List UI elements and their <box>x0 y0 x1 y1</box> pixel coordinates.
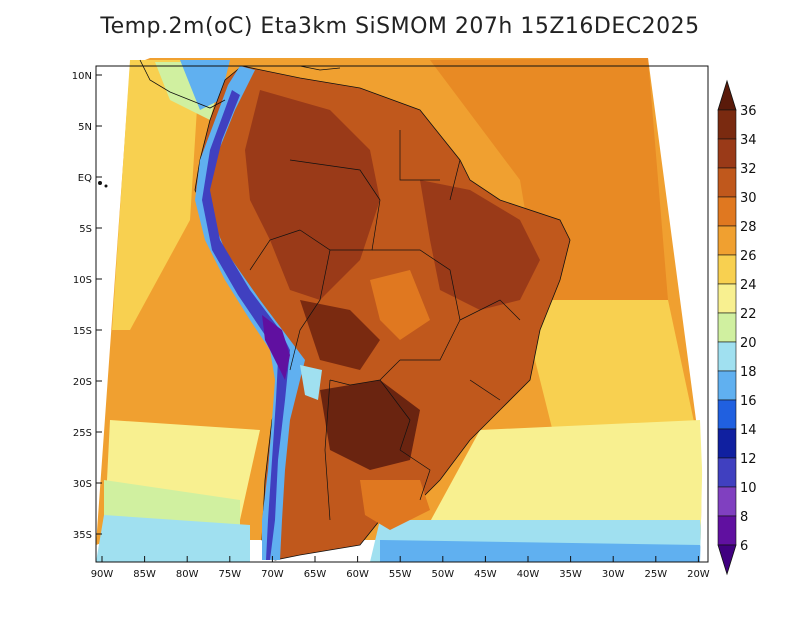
colorbar-swatch <box>717 428 737 459</box>
lon-label: 55W <box>389 569 412 580</box>
latitude-axis: 10N 5N EQ 5S 10S 15S 20S 25S 30S 35S <box>72 71 102 541</box>
colorbar-label: 32 <box>740 162 757 177</box>
colorbar-label: 36 <box>740 104 757 119</box>
plot-frame <box>95 65 709 563</box>
colorbar-swatch <box>717 254 737 285</box>
colorbar-swatch <box>717 283 737 314</box>
caribbean-cold-patch <box>180 60 230 110</box>
lat-label: 20S <box>73 377 92 388</box>
uruguay-region <box>360 480 430 530</box>
andes-cool-patch <box>300 365 322 400</box>
mato-grosso-hot-region <box>300 300 380 370</box>
colorbar-swatch <box>717 196 737 227</box>
galapagos-islands-2 <box>104 184 108 188</box>
lon-label: 80W <box>176 569 199 580</box>
central-america-coast <box>139 59 341 109</box>
lon-label: 65W <box>304 569 327 580</box>
colorbar-label: 16 <box>740 394 757 409</box>
colorbar-label: 30 <box>740 191 757 206</box>
pacific-mild-region <box>112 60 200 330</box>
lat-label: 25S <box>73 428 92 439</box>
lon-label: 50W <box>431 569 454 580</box>
colorbar-swatch <box>717 312 737 343</box>
chaco-hottest-region <box>320 380 420 470</box>
lat-label: 30S <box>73 479 92 490</box>
colorbar-swatch <box>717 370 737 401</box>
colorbar-swatch <box>717 341 737 372</box>
ocean-tropical-region <box>430 58 668 300</box>
pacific-coldest-region <box>96 515 250 562</box>
lat-label: 15S <box>73 326 92 337</box>
colorbar-label: 12 <box>740 452 757 467</box>
ocean-mild-region <box>520 300 700 460</box>
lon-label: 25W <box>644 569 667 580</box>
colorbar-swatch <box>717 457 737 488</box>
amazon-hot-region <box>245 90 380 300</box>
country-borders <box>249 130 521 521</box>
lat-label: 10N <box>72 71 92 82</box>
colorbar-label: 18 <box>740 365 757 380</box>
colorbar-swatch <box>717 486 737 517</box>
colorbar-label: 28 <box>740 220 757 235</box>
colorbar-top-arrow <box>717 79 737 111</box>
lat-label: 5S <box>79 224 92 235</box>
lon-label: 40W <box>517 569 540 580</box>
colorbar-swatch <box>717 167 737 198</box>
lat-label: 35S <box>73 530 92 541</box>
lon-label: 70W <box>261 569 284 580</box>
colorbar-swatch <box>717 109 737 140</box>
colorbar-label: 8 <box>740 510 748 525</box>
colorbar-label: 6 <box>740 539 748 554</box>
temperature-field <box>96 58 705 562</box>
colorbar-label: 34 <box>740 133 757 148</box>
longitude-axis: 90W 85W 80W 75W 70W 65W 60W 55W 50W 45W 40W 35W 30W 2… <box>91 556 710 580</box>
altiplano-coldest <box>262 315 290 380</box>
lon-label: 75W <box>218 569 241 580</box>
colorbar-label: 22 <box>740 307 757 322</box>
colorbar: 36 34 32 30 28 26 24 22 20 18 16 14 12 10 8 6 <box>717 79 757 576</box>
atlantic-cold-band <box>380 540 705 562</box>
colorbar-swatch <box>717 399 737 430</box>
colorbar-label: 10 <box>740 481 757 496</box>
lat-label: EQ <box>78 173 92 184</box>
colorbar-label: 24 <box>740 278 757 293</box>
lon-label: 20W <box>687 569 710 580</box>
colorbar-swatch <box>717 138 737 169</box>
colorbar-bottom-arrow <box>717 544 737 576</box>
lon-label: 45W <box>474 569 497 580</box>
lon-label: 35W <box>559 569 582 580</box>
ocean-cool-region-south <box>420 420 705 540</box>
colorbar-swatch <box>717 225 737 256</box>
colorbar-label: 26 <box>740 249 757 264</box>
colorbar-swatch <box>717 515 737 546</box>
map-title: Temp.2m(oC) Eta3km SiSMOM 207h 15Z16DEC2… <box>100 14 700 39</box>
lon-label: 90W <box>91 569 114 580</box>
central-plateau-region <box>370 270 430 340</box>
lat-label: 5N <box>78 122 92 133</box>
lon-label: 60W <box>346 569 369 580</box>
lon-label: 30W <box>602 569 625 580</box>
galapagos-islands <box>98 181 102 185</box>
lat-label: 10S <box>73 275 92 286</box>
northeast-hot-region <box>420 180 540 310</box>
colorbar-label: 20 <box>740 336 757 351</box>
lon-label: 85W <box>133 569 156 580</box>
colorbar-label: 14 <box>740 423 757 438</box>
